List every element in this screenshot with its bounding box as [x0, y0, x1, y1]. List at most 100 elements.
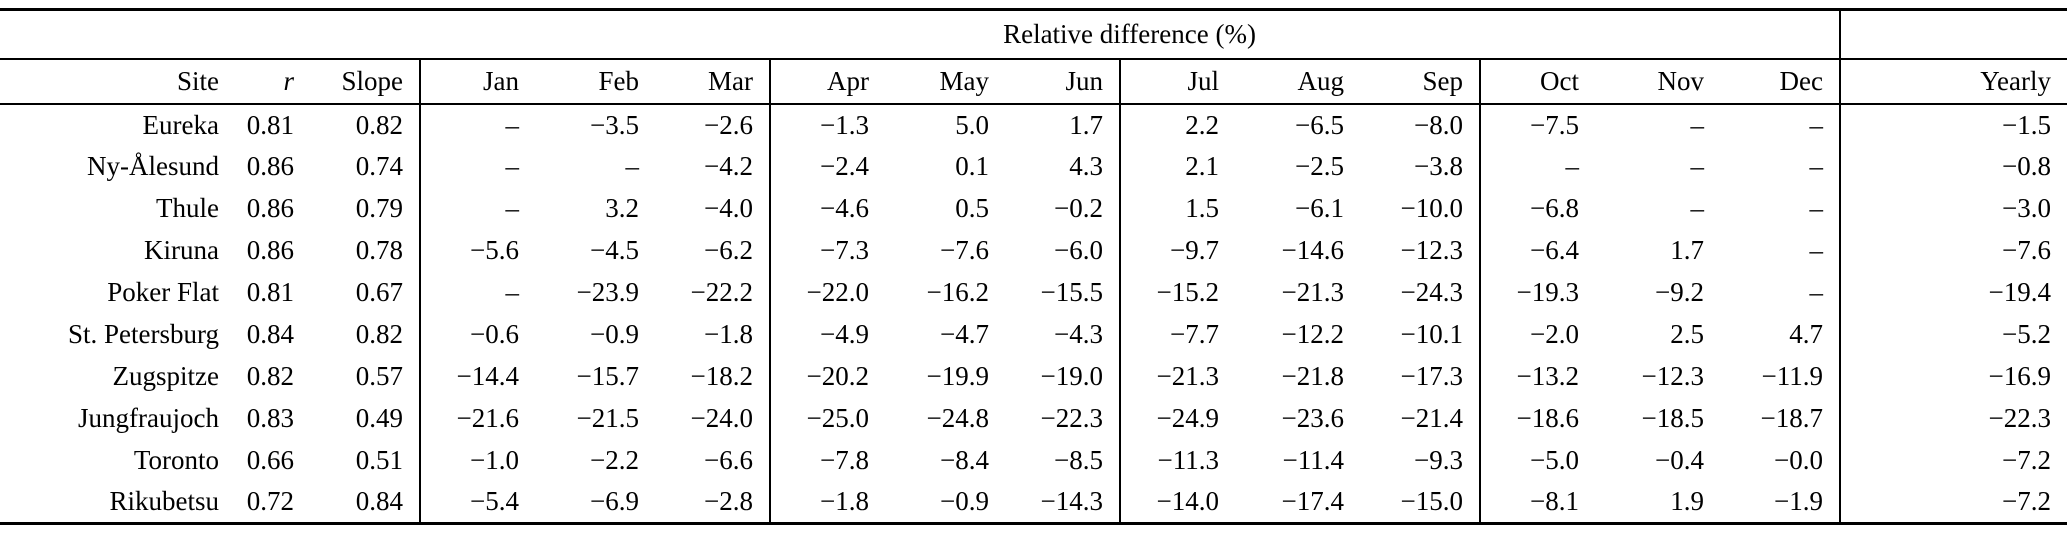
value-cell: 0.66 — [246, 445, 294, 475]
value-cell: 0.86 — [246, 151, 294, 181]
value-cell: 0.67 — [355, 277, 404, 307]
column-header-mar: Mar — [655, 58, 771, 105]
value-cell: – — [1690, 151, 1705, 181]
site-name: Rikubetsu — [109, 486, 219, 517]
column-header-feb: Feb — [535, 58, 656, 105]
site-name: Poker Flat — [107, 277, 219, 307]
value-cell: −10.0 — [1400, 193, 1464, 223]
table-row: Kiruna 0.86 0.78 −5.6 −4.5 −6.2 −7.3 −7.6 −6.0 −9… — [0, 229, 2067, 272]
site-name: Ny-Ålesund — [87, 151, 219, 181]
value-cell: −21.4 — [1400, 403, 1464, 433]
value-cell: −7.8 — [769, 439, 886, 482]
value-cell: −0.4 — [1655, 445, 1705, 475]
value-cell: −18.6 — [1479, 397, 1596, 440]
column-header-slope: Slope — [310, 58, 421, 105]
value-cell: – — [419, 103, 536, 146]
value-cell: 0.1 — [955, 151, 990, 181]
column-header-jun: Jun — [1005, 58, 1121, 105]
site-name: St. Petersburg — [67, 319, 219, 349]
value-cell: 0.74 — [355, 151, 404, 181]
value-cell: 0.78 — [355, 235, 404, 265]
table-row: St. Petersburg 0.84 0.82 −0.6 −0.9 −1.8 −4.9 −4… — [0, 313, 2067, 356]
value-cell: 0.79 — [355, 193, 404, 223]
value-cell: −0.0 — [1774, 445, 1824, 475]
value-cell: −13.2 — [1479, 355, 1596, 398]
column-header-r: r — [235, 58, 310, 105]
value-cell: −7.6 — [1839, 229, 2067, 272]
value-cell: – — [1809, 235, 1824, 265]
value-cell: −23.6 — [1281, 403, 1345, 433]
value-cell: −21.3 — [1119, 355, 1236, 398]
value-cell: – — [1479, 145, 1596, 188]
value-cell: −6.2 — [704, 235, 754, 265]
value-cell: 0.81 — [246, 277, 294, 307]
value-cell: −16.2 — [926, 277, 990, 307]
span-row-spacer-left — [0, 9, 421, 60]
value-cell: −5.4 — [419, 481, 536, 524]
value-cell: – — [1809, 193, 1824, 223]
value-cell: −22.3 — [1839, 397, 2067, 440]
value-cell: – — [1809, 277, 1824, 307]
value-cell: −14.0 — [1119, 481, 1236, 524]
value-cell: 0.82 — [246, 361, 294, 391]
value-cell: −2.4 — [769, 145, 886, 188]
value-cell: 0.57 — [355, 361, 404, 391]
value-cell: 0.81 — [246, 109, 294, 140]
value-cell: 3.2 — [605, 193, 640, 223]
value-cell: −2.5 — [1295, 151, 1345, 181]
value-cell: −10.1 — [1400, 319, 1464, 349]
value-cell: −19.4 — [1839, 271, 2067, 314]
value-cell: −19.0 — [1040, 361, 1104, 391]
value-cell: −15.0 — [1400, 486, 1464, 517]
value-cell: −7.6 — [940, 235, 990, 265]
value-cell: −21.5 — [576, 403, 640, 433]
value-cell: −5.6 — [419, 229, 536, 272]
value-cell: 5.0 — [955, 109, 990, 140]
value-cell: −9.3 — [1414, 445, 1464, 475]
table-row: Zugspitze 0.82 0.57 −14.4 −15.7 −18.2 −20.2 −19… — [0, 355, 2067, 398]
value-cell: −1.9 — [1774, 486, 1824, 517]
value-cell: −1.3 — [769, 103, 886, 146]
value-cell: −11.3 — [1119, 439, 1236, 482]
value-cell: – — [1809, 109, 1824, 140]
value-cell: −4.7 — [940, 319, 990, 349]
value-cell: 1.7 — [1069, 109, 1104, 140]
value-cell: 0.82 — [355, 319, 404, 349]
value-cell: −12.2 — [1281, 319, 1345, 349]
value-cell: −24.3 — [1400, 277, 1464, 307]
value-cell: −6.0 — [1054, 235, 1104, 265]
value-cell: −0.2 — [1054, 193, 1104, 223]
value-cell: −18.2 — [690, 361, 754, 391]
value-cell: −3.5 — [590, 109, 640, 140]
value-cell: 0.86 — [246, 235, 294, 265]
value-cell: −7.5 — [1479, 103, 1596, 146]
value-cell: −6.5 — [1295, 109, 1345, 140]
value-cell: −17.4 — [1281, 486, 1345, 517]
value-cell: −1.8 — [704, 319, 754, 349]
value-cell: −0.9 — [940, 486, 990, 517]
value-cell: 0.49 — [355, 403, 404, 433]
value-cell: −6.8 — [1479, 187, 1596, 230]
table-row: Jungfraujoch 0.83 0.49 −21.6 −21.5 −24.0 −25.0… — [0, 397, 2067, 440]
value-cell: −7.3 — [769, 229, 886, 272]
value-cell: 0.83 — [246, 403, 294, 433]
column-header-aug: Aug — [1235, 58, 1361, 105]
value-cell: −11.9 — [1761, 361, 1824, 391]
value-cell: −8.5 — [1054, 445, 1104, 475]
value-cell: 4.3 — [1069, 151, 1104, 181]
value-cell: −14.6 — [1281, 235, 1345, 265]
column-header-yearly: Yearly — [1839, 58, 2067, 105]
value-cell: 0.51 — [355, 445, 404, 475]
value-cell: – — [419, 187, 536, 230]
monthly-relative-difference-table: Relative difference (%) Site r Slope Jan… — [0, 8, 2067, 525]
paper-table-container: Relative difference (%) Site r Slope Jan… — [0, 8, 2067, 525]
value-cell: −22.2 — [690, 277, 754, 307]
value-cell: 0.84 — [246, 319, 294, 349]
value-cell: −8.4 — [940, 445, 990, 475]
table-row: Rikubetsu 0.72 0.84 −5.4 −6.9 −2.8 −1.8 −0.9 −14… — [0, 481, 2067, 524]
column-header-may: May — [885, 58, 1006, 105]
value-cell: −17.3 — [1400, 361, 1464, 391]
value-cell: −24.0 — [690, 403, 754, 433]
site-name: Kiruna — [144, 235, 219, 265]
span-header: Relative difference (%) — [420, 9, 1841, 60]
